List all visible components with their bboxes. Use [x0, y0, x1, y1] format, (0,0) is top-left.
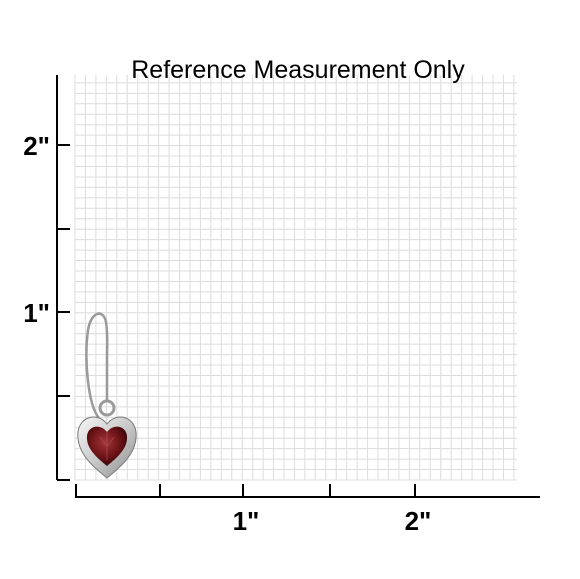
- x-label: 1": [233, 506, 260, 536]
- grid: [74, 75, 517, 481]
- title: Reference Measurement Only: [131, 56, 465, 84]
- x-label: 2": [405, 506, 432, 536]
- y-label: 2": [23, 131, 50, 161]
- earring: [77, 312, 137, 479]
- y-label: 1": [23, 298, 50, 328]
